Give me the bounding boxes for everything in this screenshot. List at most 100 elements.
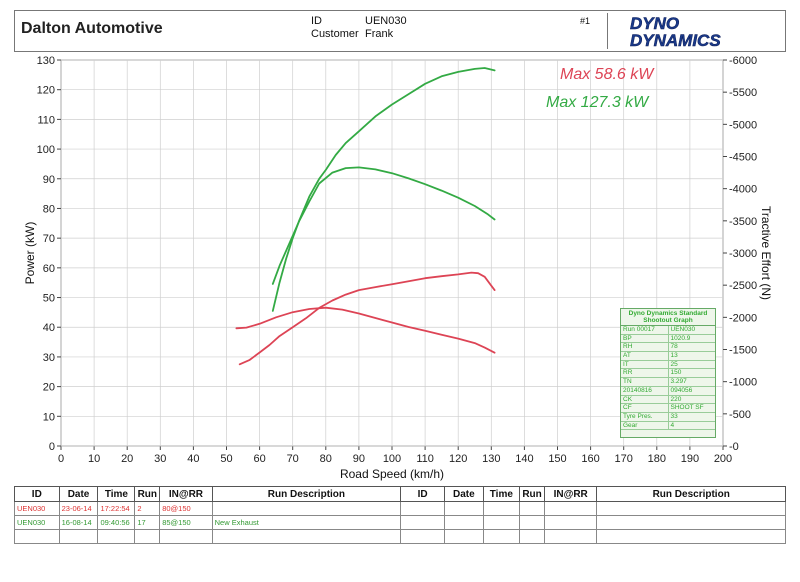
x-tick-label: 180	[648, 453, 666, 465]
x-tick-label: 190	[681, 453, 699, 465]
y-right-tick-label: -3500	[729, 216, 757, 228]
parameter-value: UEN030	[667, 326, 716, 334]
parameter-value: 13	[667, 352, 716, 360]
table-cell	[444, 515, 484, 530]
x-tick-label: 0	[58, 453, 64, 465]
y-left-tick-label: 110	[37, 114, 55, 126]
table-cell	[543, 515, 598, 530]
logo-line-2: DYNAMICS	[630, 31, 721, 49]
y-left-tick-label: 40	[43, 322, 55, 334]
table-cell: 85@150	[159, 515, 213, 530]
parameter-value: SHOOT SF	[667, 404, 716, 412]
table-cell	[211, 501, 402, 516]
table-cell	[444, 529, 484, 544]
id-value: UEN030	[365, 15, 407, 27]
column-header: ID	[14, 486, 60, 502]
parameter-row: RR 150	[621, 369, 716, 379]
report-header: Dalton Automotive ID UEN030 Customer Fra…	[14, 10, 786, 52]
parameter-value: 4	[667, 421, 716, 430]
table-cell: 80@150	[159, 501, 213, 516]
table-row: UEN030 16-08-14 09:40:56 17 85@150 New Exhaus…	[14, 515, 786, 530]
y-left-tick-label: 80	[43, 203, 55, 215]
x-tick-label: 50	[220, 453, 232, 465]
y-right-tick-label: -1000	[729, 377, 757, 389]
table-cell: 23-06-14	[58, 501, 99, 516]
x-axis-label: Road Speed (km/h)	[340, 467, 444, 481]
parameter-value: 25	[667, 360, 716, 369]
y-right-tick-label: -2000	[729, 312, 757, 324]
parameters-rows: Run 00017 UEN030 BP 1020.9 RH 78 AT 13 IT 25 RR 150…	[621, 326, 716, 431]
x-tick-label: 100	[383, 453, 401, 465]
x-tick-label: 80	[320, 453, 332, 465]
y-right-tick-label: -500	[729, 409, 751, 421]
table-cell	[596, 501, 786, 516]
parameter-key: CK	[623, 395, 633, 403]
parameter-value: 150	[667, 369, 716, 378]
y-left-axis-label: Power (kW)	[23, 222, 37, 285]
id-label: ID	[311, 15, 322, 27]
table-cell	[444, 501, 484, 516]
table-cell	[400, 529, 446, 544]
parameter-value: 1020.9	[667, 334, 716, 343]
y-right-tick-label: -0	[729, 441, 739, 453]
column-header: Date	[444, 486, 484, 502]
table-cell	[134, 529, 161, 544]
column-header: Run Description	[211, 486, 402, 502]
table-cell	[596, 515, 786, 530]
table-cell	[159, 529, 213, 544]
parameter-key: Run 00017	[623, 326, 655, 333]
y-left-tick-label: 100	[37, 144, 55, 156]
parameter-row: CF SHOOT SF	[621, 404, 715, 413]
table-cell	[400, 501, 446, 516]
x-tick-label: 160	[581, 453, 599, 465]
table-cell: UEN030	[14, 501, 60, 516]
table-cell	[543, 529, 598, 544]
table-cell	[97, 529, 136, 544]
dyno-dynamics-logo: DYNO DYNAMICS	[607, 13, 784, 50]
x-tick-label: 130	[482, 453, 500, 465]
run-table: ID Date Time Run IN@RR Run Description ID Date T…	[14, 486, 786, 544]
dyno-chart: 0 10 20 30 40 50 60 70 80 90 100 110 120 130 140 150 160…	[23, 55, 773, 481]
customer-label: Customer	[311, 28, 359, 40]
company-name: Dalton Automotive	[21, 20, 163, 37]
parameter-value: 3.297	[667, 378, 716, 386]
y-right-tick-label: -1500	[729, 345, 757, 357]
table-cell	[596, 529, 786, 544]
parameter-key: RH	[623, 343, 633, 351]
y-right-axis-label: Tractive Effort (N)	[759, 206, 773, 300]
y-right-tick-label: -3000	[729, 248, 757, 260]
table-cell: 17:22:54	[97, 501, 136, 516]
y-right-tick-label: -5500	[729, 87, 757, 99]
parameter-row: RH 78	[621, 343, 716, 353]
max-power-red: Max 58.6 kW	[560, 66, 654, 83]
table-cell: 16-08-14	[58, 515, 99, 530]
series-red-tractive-effort-line	[235, 306, 496, 354]
y-left-tick-label: 30	[43, 352, 55, 364]
parameter-value: 78	[667, 343, 716, 352]
parameter-row: Tyre Pres. 33	[621, 412, 715, 422]
table-cell	[543, 501, 598, 516]
x-tick-label: 30	[154, 453, 166, 465]
column-header: Run	[519, 486, 545, 502]
x-tick-label: 40	[187, 453, 199, 465]
x-tick-label: 70	[287, 453, 299, 465]
run-parameters-box: Dyno Dynamics Standard Shootout Graph Ru…	[620, 308, 716, 438]
table-row	[14, 529, 786, 544]
table-cell	[400, 515, 446, 530]
column-header: IN@RR	[543, 486, 598, 502]
table-cell	[519, 515, 545, 530]
table-cell	[482, 529, 521, 544]
series-red-power-line	[238, 271, 496, 366]
table-cell	[519, 501, 545, 516]
y-left-tick-label: 50	[43, 293, 55, 305]
parameter-value: 220	[667, 395, 716, 404]
table-cell	[14, 529, 60, 544]
x-tick-label: 120	[449, 453, 467, 465]
table-cell	[482, 501, 521, 516]
x-tick-label: 10	[88, 453, 100, 465]
table-cell	[211, 529, 402, 544]
column-header: IN@RR	[159, 486, 213, 502]
table-cell	[58, 529, 99, 544]
y-right-tick-label: -4000	[729, 184, 757, 196]
x-tick-label: 140	[515, 453, 533, 465]
